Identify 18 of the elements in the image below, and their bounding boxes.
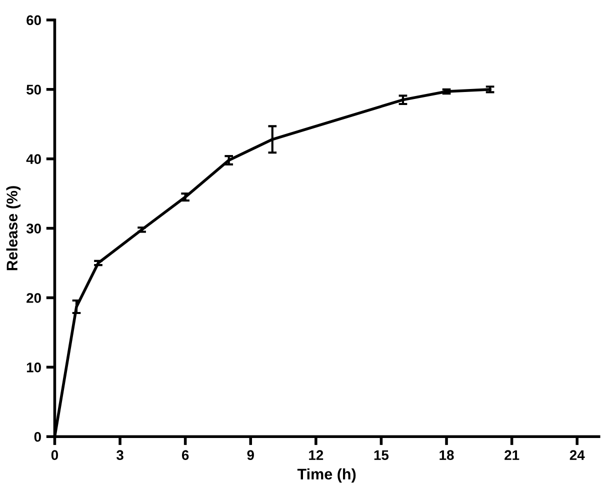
x-tick-label: 3 xyxy=(116,450,124,460)
y-tick-label: 0 xyxy=(34,432,41,442)
y-tick-label: 60 xyxy=(26,15,41,26)
x-tick-label: 0 xyxy=(51,450,58,460)
y-tick-label: 30 xyxy=(26,224,41,234)
x-axis-title: Time (h) xyxy=(297,468,356,483)
x-tick-label: 9 xyxy=(247,450,254,460)
y-tick-label: 50 xyxy=(26,84,41,95)
y-tick-label: 40 xyxy=(26,154,41,164)
x-tick-label: 12 xyxy=(309,450,324,460)
x-tick-label: 24 xyxy=(570,450,585,460)
y-axis-title: Release (%) xyxy=(6,186,21,270)
y-tick-label: 10 xyxy=(26,362,41,372)
x-tick-label: 6 xyxy=(182,450,189,460)
x-tick-label: 15 xyxy=(374,450,389,460)
x-tick-label: 21 xyxy=(504,450,520,460)
x-tick-label: 18 xyxy=(440,450,454,460)
y-tick-label: 20 xyxy=(26,293,41,303)
